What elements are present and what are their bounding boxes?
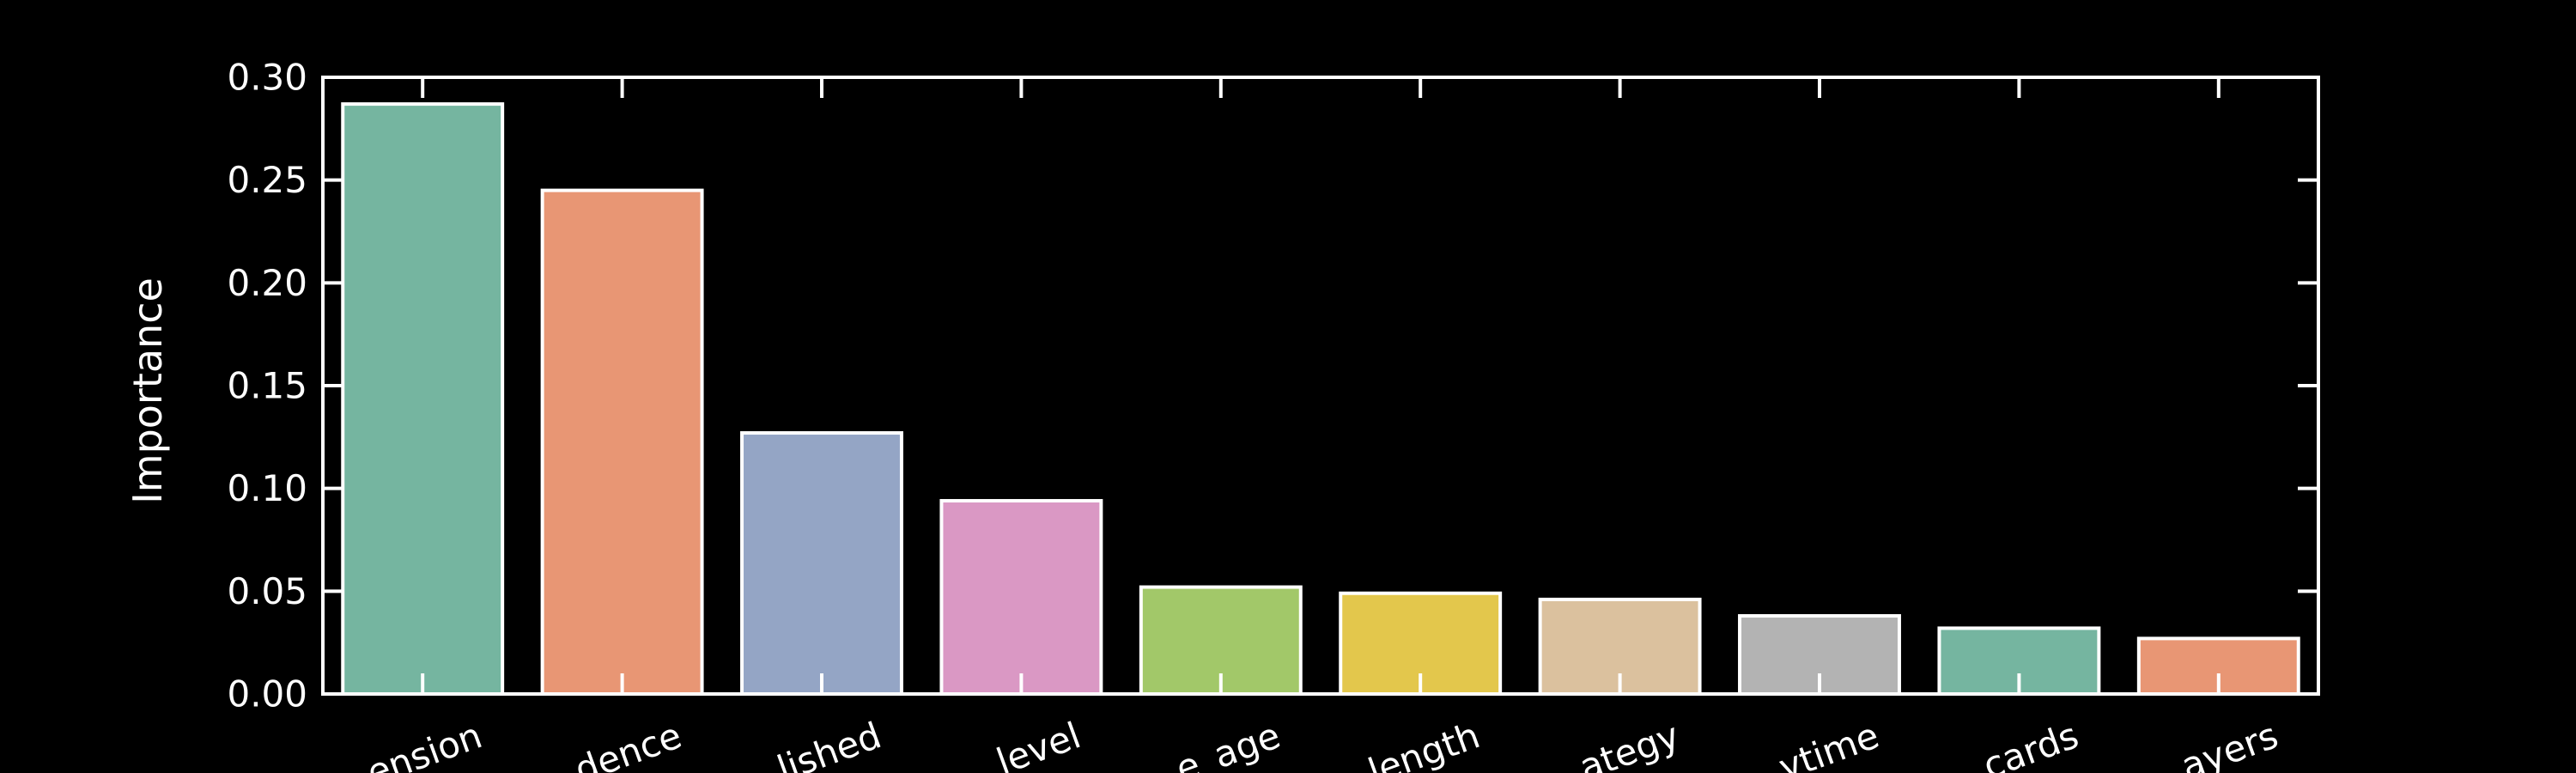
y-axis-label: Importance bbox=[125, 277, 171, 504]
y-tick-label-4: 0.20 bbox=[227, 262, 307, 304]
y-tick-label-1: 0.05 bbox=[227, 570, 307, 612]
plot-frame bbox=[321, 76, 2320, 696]
bar-1 bbox=[540, 188, 704, 696]
y-tick-label-6: 0.30 bbox=[227, 57, 307, 99]
y-tick-label-3: 0.15 bbox=[227, 365, 307, 407]
y-tick-label-2: 0.10 bbox=[227, 467, 307, 509]
y-tick-label-5: 0.25 bbox=[227, 159, 307, 201]
bar-0 bbox=[341, 102, 505, 696]
y-tick-label-0: 0.00 bbox=[227, 673, 307, 715]
bars-group bbox=[341, 102, 2300, 697]
bar-2 bbox=[740, 431, 903, 696]
y-tick-labels: 0.00 0.05 0.10 0.15 0.20 0.25 0.30 bbox=[227, 57, 307, 715]
bar-3 bbox=[939, 499, 1103, 696]
